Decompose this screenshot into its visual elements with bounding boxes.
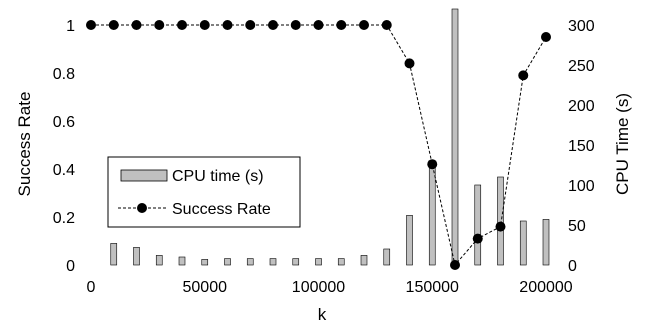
success-rate-point (381, 20, 392, 30)
x-tick-label: 200000 (519, 279, 572, 296)
cpu-bar (406, 215, 413, 266)
x-tick-label: 50000 (183, 279, 228, 296)
cpu-bar (224, 258, 231, 266)
success-rate-point (290, 20, 301, 30)
cpu-bar (110, 243, 118, 266)
y-right-tick-label: 200 (568, 98, 595, 115)
y-left-tick-label: 0.6 (53, 114, 75, 131)
y-right-axis-label: CPU Time (s) (613, 93, 632, 195)
legend: CPU time (s) Success Rate (107, 156, 301, 228)
cpu-bar (519, 220, 527, 266)
cpu-bar (155, 255, 163, 266)
cpu-bar (292, 258, 300, 266)
y-left-tick-label: 0.2 (53, 210, 75, 227)
x-axis-ticks: 0 50000 100000 150000 200000 (87, 279, 573, 296)
success-rate-point (541, 32, 551, 42)
cpu-bar (542, 219, 550, 266)
cpu-bars (110, 8, 550, 266)
success-rate-point (336, 20, 347, 30)
y-right-tick-label: 150 (568, 138, 595, 155)
success-rate-point (472, 233, 483, 244)
success-rate-point (518, 70, 529, 81)
success-rate-point (450, 260, 460, 270)
legend-label-success-rate: Success Rate (172, 201, 271, 218)
success-rate-point (245, 20, 256, 30)
success-rate-point (131, 20, 142, 30)
cpu-bar (133, 247, 140, 266)
y-left-axis-label: Success Rate (15, 92, 34, 197)
success-rate-point (177, 20, 187, 30)
y-right-axis-ticks: 0 50 100 150 200 250 300 (568, 18, 595, 275)
cpu-bar (246, 258, 254, 266)
y-left-axis-ticks: 0 0.2 0.4 0.6 0.8 1 (53, 18, 75, 275)
cpu-bar (201, 259, 209, 266)
y-right-tick-label: 100 (568, 178, 595, 195)
success-rate-point (199, 20, 210, 30)
cpu-bar (497, 176, 504, 266)
y-right-tick-label: 0 (568, 258, 577, 275)
y-left-tick-label: 1 (66, 18, 75, 35)
y-left-tick-label: 0.8 (53, 66, 75, 83)
legend-marker (137, 203, 147, 213)
x-tick-label: 150000 (406, 279, 459, 296)
success-rate-point (268, 20, 278, 30)
y-right-tick-label: 250 (568, 58, 595, 75)
cpu-bar (360, 255, 368, 266)
x-tick-label: 0 (87, 279, 96, 296)
x-tick-label: 100000 (292, 279, 345, 296)
legend-label-cpu-time: CPU time (s) (172, 168, 264, 185)
success-rate-line (86, 20, 551, 270)
success-rate-point (313, 20, 324, 30)
y-right-tick-label: 50 (568, 218, 586, 235)
y-left-tick-label: 0.4 (53, 162, 75, 179)
legend-box (107, 156, 301, 228)
cpu-bar (474, 184, 482, 266)
cpu-bar (178, 256, 186, 266)
success-rate-point (359, 20, 369, 30)
success-rate-point (495, 221, 506, 232)
success-rate-point (108, 20, 119, 30)
legend-bar-swatch (120, 169, 168, 182)
cpu-bar (451, 8, 459, 266)
success-rate-point (427, 159, 438, 170)
success-rate-point (86, 20, 96, 30)
success-rate-point (222, 20, 233, 30)
success-rate-point (154, 20, 165, 30)
y-left-tick-label: 0 (66, 258, 75, 275)
x-axis-label: k (318, 305, 327, 324)
cpu-bar (337, 258, 345, 266)
cpu-bar (315, 258, 322, 266)
cpu-bar (269, 258, 277, 266)
y-right-tick-label: 300 (568, 18, 595, 35)
cpu-bar (383, 248, 391, 266)
success-rate-point (404, 58, 415, 69)
cpu-bar (428, 160, 436, 266)
